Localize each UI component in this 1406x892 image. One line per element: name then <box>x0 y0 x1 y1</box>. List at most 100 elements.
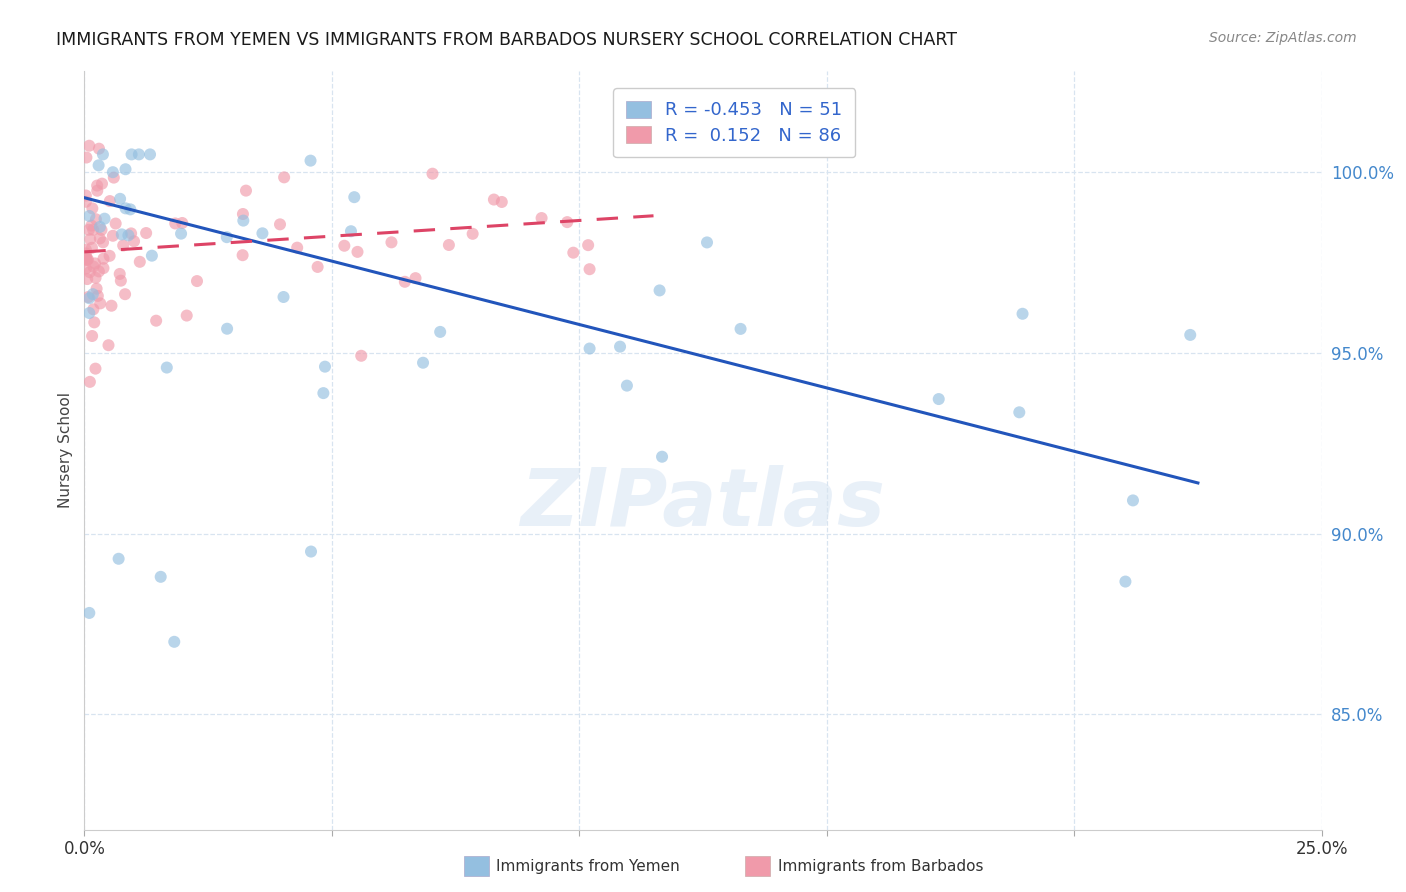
Point <box>80 241 103 255</box>
Point <box>307 260 329 274</box>
Point <box>75 252 97 267</box>
Point <box>75 249 97 263</box>
Point <box>232 248 254 262</box>
Point <box>122 234 145 248</box>
Point <box>312 386 335 401</box>
Point <box>343 190 366 204</box>
Point <box>79 606 101 620</box>
Point <box>562 245 585 260</box>
Point <box>232 207 254 221</box>
Point <box>170 227 193 241</box>
Point <box>128 147 150 161</box>
Point <box>80 219 103 233</box>
Point <box>98 194 121 208</box>
Point <box>87 142 110 156</box>
Point <box>82 302 104 317</box>
Point <box>107 551 129 566</box>
Point <box>93 261 115 276</box>
Point <box>163 635 186 649</box>
Point <box>79 306 101 320</box>
Point <box>346 244 368 259</box>
Point <box>117 228 139 243</box>
Point <box>82 329 104 343</box>
Point <box>91 177 114 191</box>
Point <box>101 228 124 243</box>
Point <box>394 275 416 289</box>
Point <box>97 338 120 352</box>
Point <box>114 162 136 177</box>
Point <box>98 249 121 263</box>
Point <box>380 235 402 250</box>
Point <box>120 202 142 217</box>
Point <box>89 231 111 245</box>
Point <box>156 360 179 375</box>
Point <box>273 170 295 185</box>
Point <box>172 216 194 230</box>
Point <box>422 167 444 181</box>
Point <box>482 193 505 207</box>
Point <box>340 224 363 238</box>
Point <box>89 296 111 310</box>
Point <box>1180 327 1202 342</box>
Point <box>100 299 122 313</box>
Point <box>139 147 162 161</box>
Point <box>103 170 125 185</box>
Point <box>91 235 114 250</box>
Point <box>299 544 322 558</box>
Point <box>84 270 107 285</box>
Point <box>108 267 131 281</box>
Point <box>120 227 142 241</box>
Point <box>333 239 356 253</box>
Point <box>121 147 143 161</box>
Point <box>87 158 110 172</box>
Point <box>87 289 110 303</box>
Text: Immigrants from Yemen: Immigrants from Yemen <box>496 859 681 873</box>
Point <box>1008 405 1031 419</box>
Point <box>79 291 101 305</box>
Point <box>112 238 135 252</box>
Point <box>83 315 105 329</box>
Point <box>76 272 98 286</box>
Point <box>93 252 115 266</box>
Point <box>186 274 208 288</box>
Point <box>91 147 114 161</box>
Point <box>101 165 124 179</box>
Point <box>651 450 673 464</box>
Point <box>149 570 172 584</box>
Point <box>252 227 274 241</box>
Point <box>405 271 427 285</box>
Point <box>578 342 600 356</box>
Point <box>1122 493 1144 508</box>
Point <box>75 252 97 266</box>
Point <box>1011 307 1033 321</box>
Point <box>86 178 108 193</box>
Point <box>82 287 104 301</box>
Point <box>86 282 108 296</box>
Text: ZIPatlas: ZIPatlas <box>520 465 886 542</box>
Point <box>87 264 110 278</box>
Point <box>79 375 101 389</box>
Point <box>108 192 131 206</box>
Point <box>217 322 239 336</box>
Point <box>75 243 97 257</box>
Point <box>77 223 100 237</box>
Point <box>696 235 718 250</box>
Legend: R = -0.453   N = 51, R =  0.152   N = 86: R = -0.453 N = 51, R = 0.152 N = 86 <box>613 88 855 157</box>
Point <box>269 218 291 232</box>
Point <box>110 274 132 288</box>
Point <box>314 359 336 374</box>
Point <box>429 325 451 339</box>
Text: IMMIGRANTS FROM YEMEN VS IMMIGRANTS FROM BARBADOS NURSERY SCHOOL CORRELATION CHA: IMMIGRANTS FROM YEMEN VS IMMIGRANTS FROM… <box>56 31 957 49</box>
Point <box>530 211 553 225</box>
Point <box>412 356 434 370</box>
Point <box>79 232 101 246</box>
Point <box>128 255 150 269</box>
Point <box>176 309 198 323</box>
Text: Source: ZipAtlas.com: Source: ZipAtlas.com <box>1209 31 1357 45</box>
Point <box>79 265 101 279</box>
Point <box>1114 574 1136 589</box>
Point <box>84 361 107 376</box>
Point <box>75 246 97 260</box>
Point <box>104 217 127 231</box>
Point <box>215 230 238 244</box>
